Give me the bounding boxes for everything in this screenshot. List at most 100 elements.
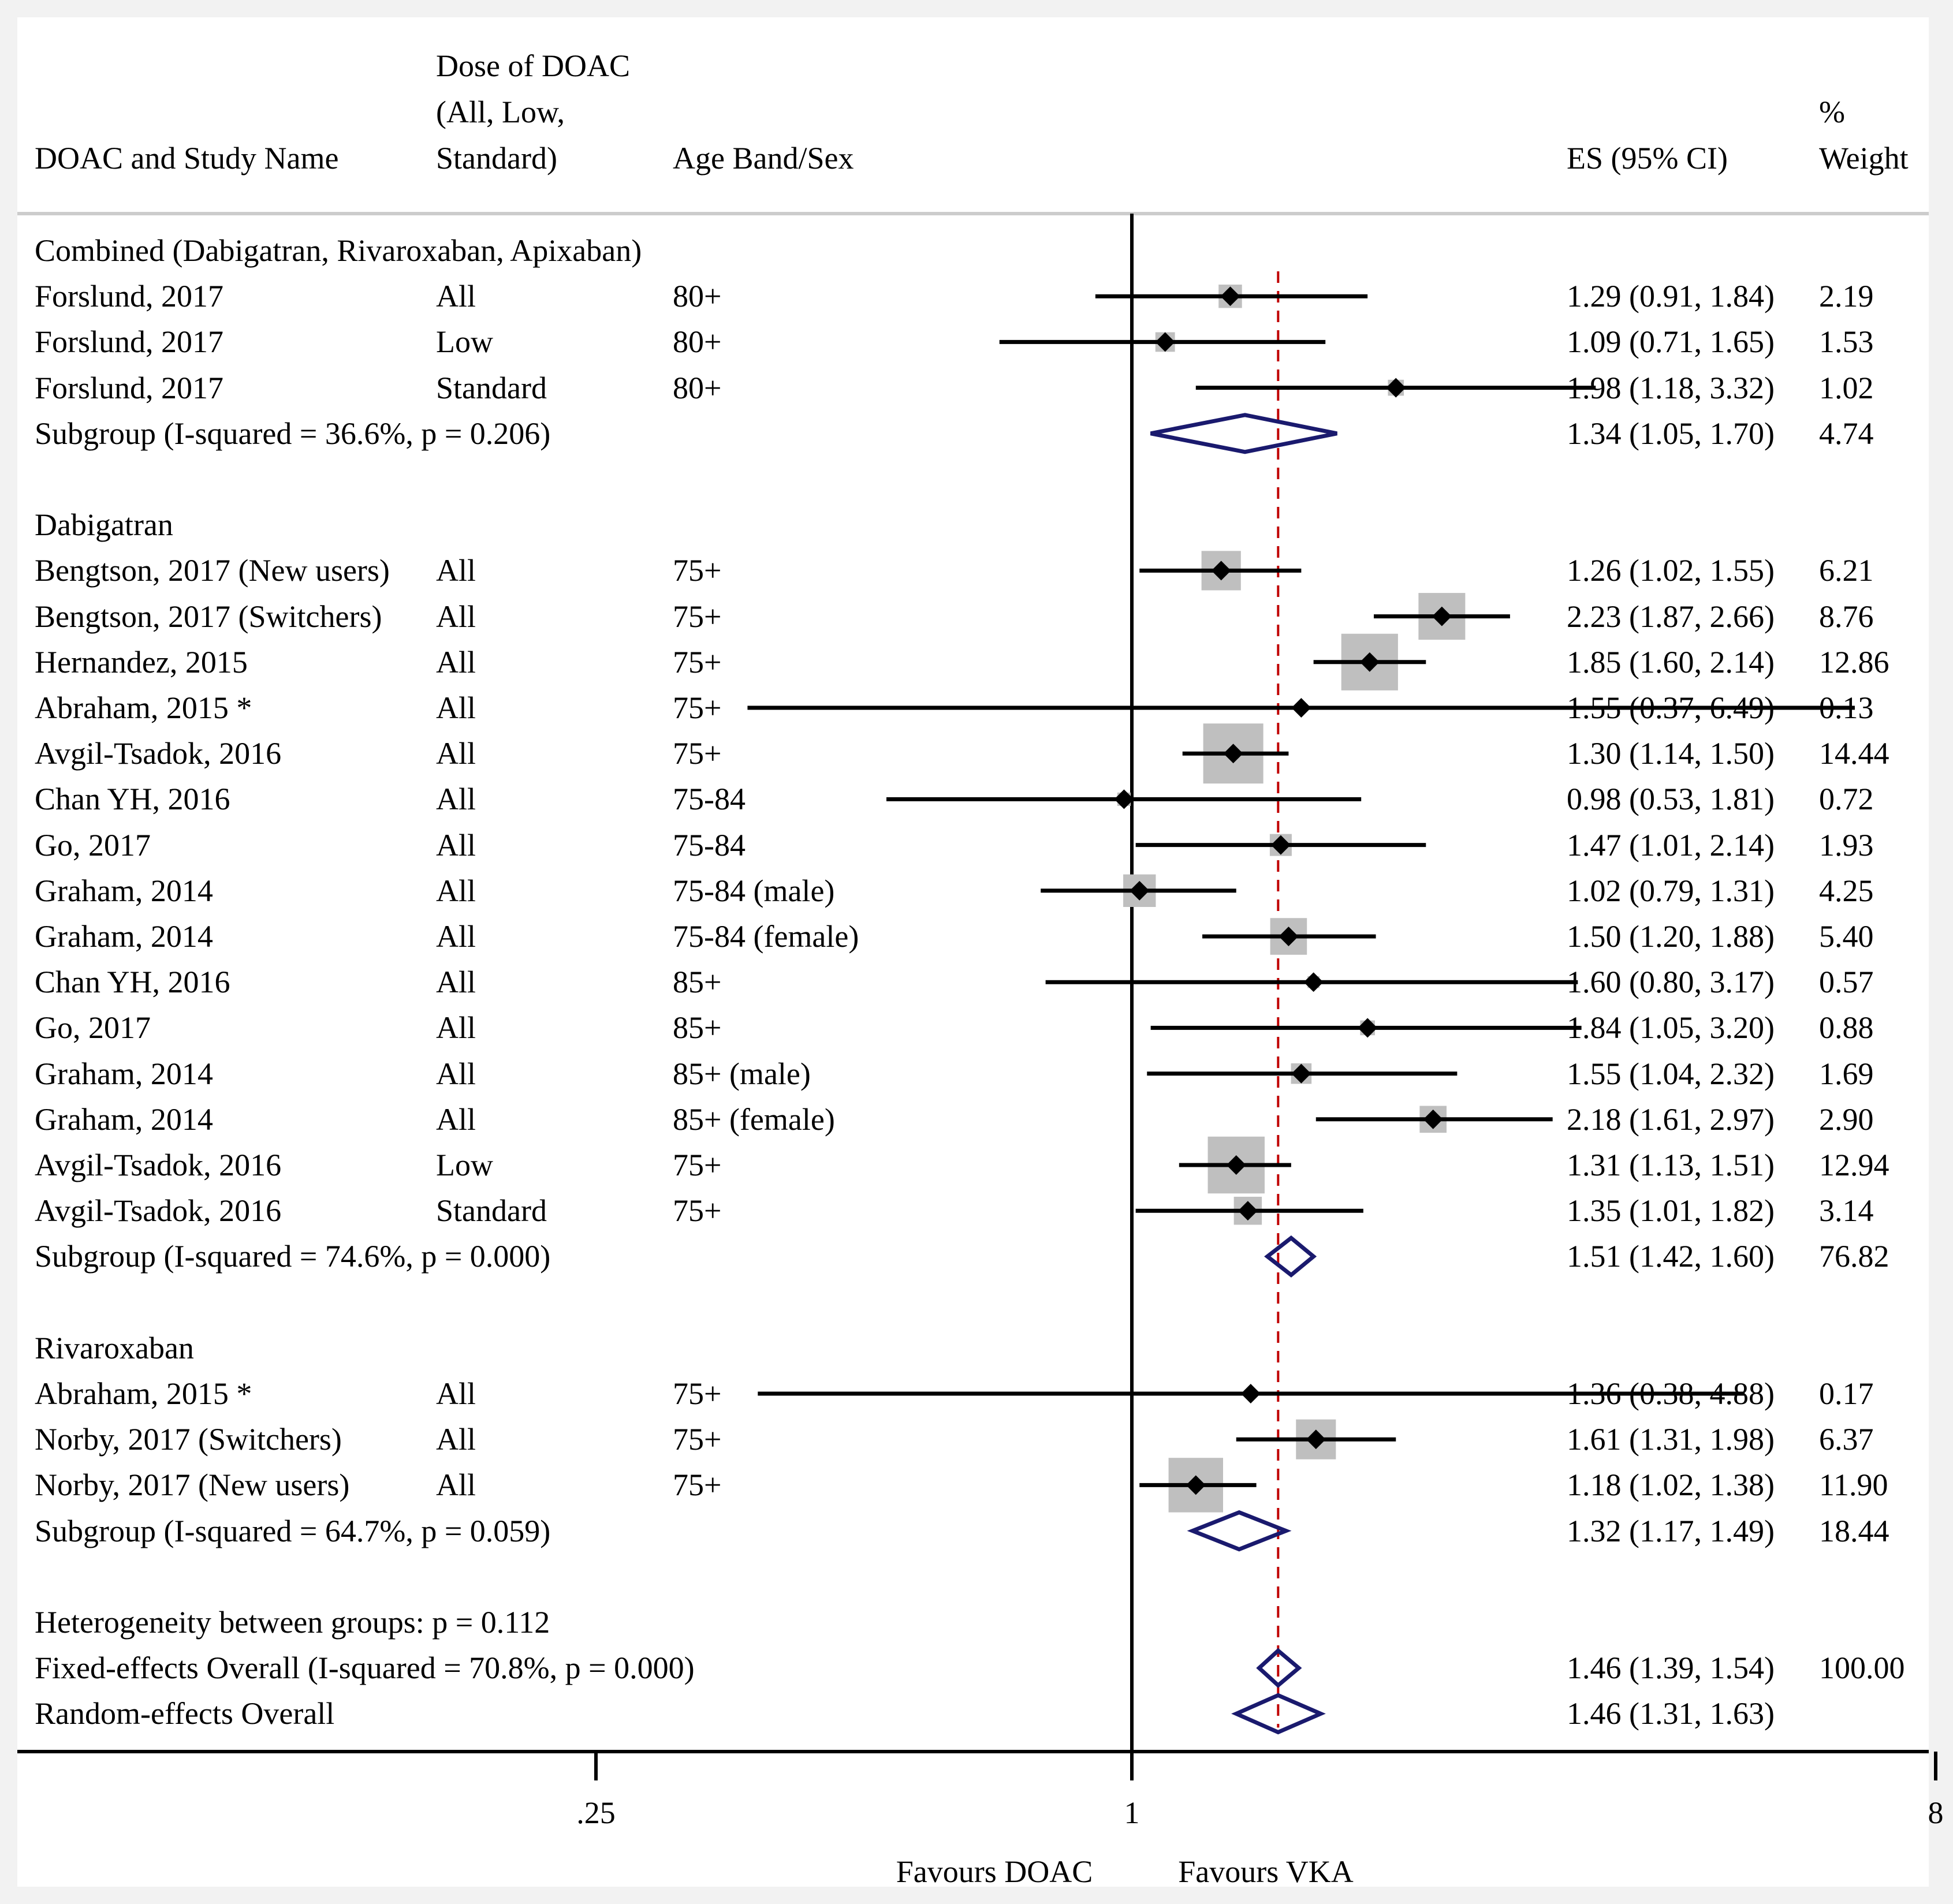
row-13-age: 75-84 bbox=[673, 827, 746, 863]
row-4-weight: 4.74 bbox=[1819, 416, 1874, 451]
row-17-weight: 0.88 bbox=[1819, 1010, 1874, 1046]
row-26-point bbox=[1306, 1429, 1326, 1450]
row-31-pooled-diamond bbox=[1256, 1648, 1302, 1688]
header-divider bbox=[17, 212, 1929, 215]
x-tick-label-1: 1 bbox=[1124, 1795, 1140, 1830]
row-22-es: 1.51 (1.42, 1.60) bbox=[1567, 1239, 1775, 1274]
row-2-weight: 1.53 bbox=[1819, 324, 1874, 360]
row-32-pooled-diamond bbox=[1231, 1693, 1326, 1735]
row-10-point bbox=[1291, 698, 1311, 718]
row-25-dose: All bbox=[436, 1376, 476, 1411]
row-18-point bbox=[1291, 1063, 1311, 1084]
row-11-dose: All bbox=[436, 736, 476, 771]
row-17-point bbox=[1358, 1018, 1378, 1038]
row-8-point bbox=[1432, 606, 1452, 626]
row-21-weight: 3.14 bbox=[1819, 1193, 1874, 1229]
row-3-es: 1.98 (1.18, 3.32) bbox=[1567, 370, 1775, 405]
row-26-age: 75+ bbox=[673, 1422, 722, 1457]
row-8-label: Bengtson, 2017 (Switchers) bbox=[35, 599, 382, 634]
row-28-pooled-diamond bbox=[1187, 1510, 1292, 1552]
row-20-label: Avgil-Tsadok, 2016 bbox=[35, 1148, 282, 1182]
row-16-age: 85+ bbox=[673, 965, 722, 1000]
row-3-label: Forslund, 2017 bbox=[35, 370, 224, 405]
row-18-es: 1.55 (1.04, 2.32) bbox=[1567, 1056, 1775, 1091]
plot-panel bbox=[17, 17, 1929, 1887]
row-15-label: Graham, 2014 bbox=[35, 919, 213, 954]
row-4-es: 1.34 (1.05, 1.70) bbox=[1567, 416, 1775, 451]
row-16-point bbox=[1303, 972, 1324, 992]
row-31-es: 1.46 (1.39, 1.54) bbox=[1567, 1651, 1775, 1686]
row-15-dose: All bbox=[436, 919, 476, 954]
row-3-age: 80+ bbox=[673, 370, 722, 405]
row-12-weight: 0.72 bbox=[1819, 782, 1874, 817]
row-32-label: Random-effects Overall bbox=[35, 1696, 335, 1731]
row-20-es: 1.31 (1.13, 1.51) bbox=[1567, 1148, 1775, 1182]
row-25-point bbox=[1240, 1384, 1261, 1403]
row-17-dose: All bbox=[436, 1010, 476, 1046]
bottom-border bbox=[17, 1750, 1929, 1753]
row-27-es: 1.18 (1.02, 1.38) bbox=[1567, 1468, 1775, 1503]
row-25-weight: 0.17 bbox=[1819, 1376, 1874, 1411]
row-31-label: Fixed-effects Overall (I-squared = 70.8%… bbox=[35, 1651, 695, 1686]
row-1-weight: 2.19 bbox=[1819, 279, 1874, 314]
row-27-point bbox=[1186, 1475, 1206, 1495]
row-11-point bbox=[1223, 744, 1243, 764]
row-26-weight: 6.37 bbox=[1819, 1422, 1874, 1457]
row-21-label: Avgil-Tsadok, 2016 bbox=[35, 1193, 282, 1229]
row-7-age: 75+ bbox=[673, 553, 722, 588]
row-17-label: Go, 2017 bbox=[35, 1010, 151, 1046]
row-2-es: 1.09 (0.71, 1.65) bbox=[1567, 324, 1775, 360]
row-15-age: 75-84 (female) bbox=[673, 919, 859, 954]
header-dose-line3: Standard) bbox=[436, 141, 557, 176]
row-22-label: Subgroup (I-squared = 74.6%, p = 0.000) bbox=[35, 1239, 551, 1274]
row-15-es: 1.50 (1.20, 1.88) bbox=[1567, 919, 1775, 954]
row-19-age: 85+ (female) bbox=[673, 1102, 835, 1137]
row-12-point bbox=[1114, 789, 1134, 809]
row-12-dose: All bbox=[436, 782, 476, 817]
row-20-weight: 12.94 bbox=[1819, 1148, 1889, 1182]
x-tick-label-2: 8 bbox=[1928, 1795, 1944, 1830]
row-19-es: 2.18 (1.61, 2.97) bbox=[1567, 1102, 1775, 1137]
row-16-dose: All bbox=[436, 965, 476, 1000]
header-weight-line2: Weight bbox=[1819, 141, 1909, 176]
header-weight-line1: % bbox=[1819, 95, 1845, 129]
row-3-weight: 1.02 bbox=[1819, 370, 1874, 405]
row-15-weight: 5.40 bbox=[1819, 919, 1874, 954]
row-13-point bbox=[1270, 835, 1291, 855]
row-2-dose: Low bbox=[436, 324, 493, 360]
row-1-es: 1.29 (0.91, 1.84) bbox=[1567, 279, 1775, 314]
row-8-weight: 8.76 bbox=[1819, 599, 1874, 634]
row-31-weight: 100.00 bbox=[1819, 1651, 1905, 1686]
row-16-weight: 0.57 bbox=[1819, 965, 1874, 1000]
row-4-label: Subgroup (I-squared = 36.6%, p = 0.206) bbox=[35, 416, 551, 451]
row-7-weight: 6.21 bbox=[1819, 553, 1874, 588]
row-30-label: Heterogeneity between groups: p = 0.112 bbox=[35, 1605, 550, 1640]
row-1-label: Forslund, 2017 bbox=[35, 279, 224, 314]
row-20-point bbox=[1226, 1155, 1246, 1175]
row-2-label: Forslund, 2017 bbox=[35, 324, 224, 360]
row-19-weight: 2.90 bbox=[1819, 1102, 1874, 1137]
row-9-weight: 12.86 bbox=[1819, 644, 1889, 680]
row-14-es: 1.02 (0.79, 1.31) bbox=[1567, 873, 1775, 908]
row-22-pooled-diamond bbox=[1264, 1235, 1317, 1278]
row-3-dose: Standard bbox=[436, 370, 547, 405]
row-20-dose: Low bbox=[436, 1148, 493, 1182]
row-13-label: Go, 2017 bbox=[35, 827, 151, 863]
row-15-point bbox=[1279, 927, 1299, 946]
row-14-weight: 4.25 bbox=[1819, 873, 1874, 908]
row-18-weight: 1.69 bbox=[1819, 1056, 1874, 1091]
row-2-age: 80+ bbox=[673, 324, 722, 360]
header-age: Age Band/Sex bbox=[673, 141, 854, 176]
x-tick-label-0: .25 bbox=[576, 1795, 616, 1830]
row-21-dose: Standard bbox=[436, 1193, 547, 1229]
row-14-dose: All bbox=[436, 873, 476, 908]
header-es: ES (95% CI) bbox=[1567, 141, 1728, 176]
row-9-dose: All bbox=[436, 644, 476, 680]
xlabel-favours-vka: Favours VKA bbox=[1178, 1854, 1354, 1889]
row-13-weight: 1.93 bbox=[1819, 827, 1874, 863]
row-26-label: Norby, 2017 (Switchers) bbox=[35, 1422, 342, 1457]
header-dose-line2: (All, Low, bbox=[436, 95, 565, 129]
row-25-label: Abraham, 2015 * bbox=[35, 1376, 252, 1411]
row-20-age: 75+ bbox=[673, 1148, 722, 1182]
